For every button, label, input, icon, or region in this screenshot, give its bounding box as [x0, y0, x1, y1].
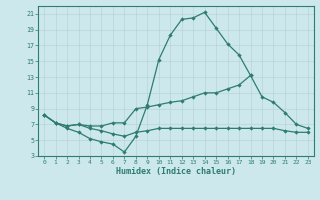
X-axis label: Humidex (Indice chaleur): Humidex (Indice chaleur) [116, 167, 236, 176]
